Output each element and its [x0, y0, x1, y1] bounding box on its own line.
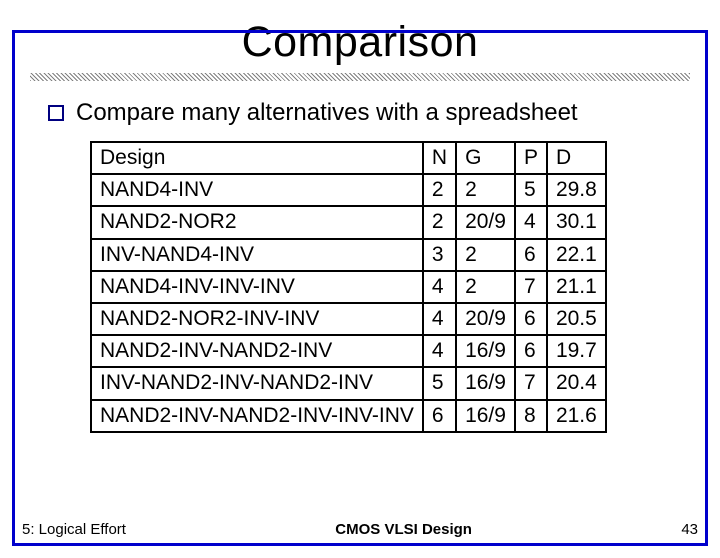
slide-border [12, 30, 708, 546]
footer-page-number: 43 [681, 521, 698, 538]
footer-left: 5: Logical Effort [22, 521, 126, 538]
footer-center: CMOS VLSI Design [126, 521, 681, 538]
slide-footer: 5: Logical Effort CMOS VLSI Design 43 [22, 521, 698, 538]
